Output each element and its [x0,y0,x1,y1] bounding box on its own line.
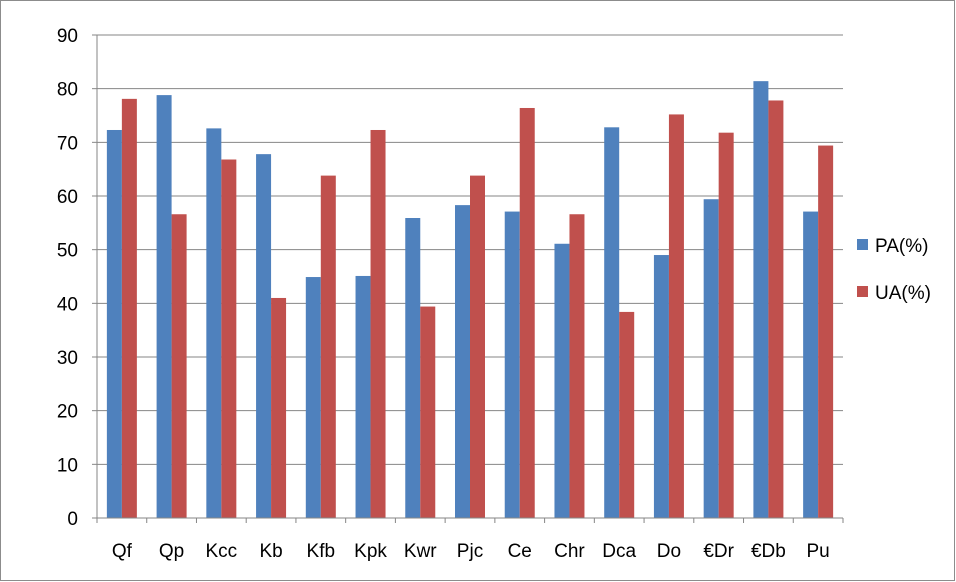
legend-label-ua: UA(%) [875,283,931,304]
bar-ua-4 [320,175,336,518]
y-tick-label: 20 [57,402,78,423]
x-tick-label: Chr [554,541,585,562]
bar-ua-11 [668,114,684,518]
x-tick-label: €Db [751,541,786,562]
x-tick-label: Pjc [457,541,483,562]
y-tick-label: 0 [67,509,78,530]
bar-pa-9 [554,243,570,518]
x-tick-label: €Dr [703,541,734,562]
y-tick-label: 80 [57,80,78,101]
bar-ua-5 [370,129,386,519]
y-tick-labels: 0 10 20 30 40 50 60 70 80 90 [57,26,78,530]
legend-label-pa: PA(%) [875,236,928,257]
bar-pa-4 [305,277,321,518]
bar-pa-3 [256,154,272,518]
bar-ua-12 [718,132,734,518]
y-tick-label: 60 [57,187,78,208]
bar-ua-7 [470,175,485,518]
bar-ua-13 [768,100,784,519]
y-tick-label: 40 [57,294,78,315]
x-tick-label: Kpk [354,541,387,562]
bar-ua-2 [221,159,237,519]
x-tick-label: Kb [259,541,282,562]
y-tick-label: 90 [57,26,78,47]
legend-swatch-pa [857,239,868,250]
legend: PA(%) UA(%) [857,236,931,304]
bar-pa-11 [653,255,669,519]
bars [106,81,834,519]
bar-pa-7 [455,205,470,518]
x-tick-label: Qp [159,541,184,562]
bar-pa-2 [206,128,222,518]
x-tick-label: Qf [112,541,133,562]
bar-pa-14 [803,211,819,518]
y-tick-label: 50 [57,241,78,262]
x-tick-label: Do [657,541,681,562]
axes [92,34,844,523]
bar-pa-1 [156,95,172,519]
bar-ua-6 [420,306,436,518]
bar-pa-12 [703,199,719,518]
x-tick-label: Ce [508,541,532,562]
bar-pa-8 [504,211,520,518]
bar-ua-1 [171,214,187,518]
x-tick-label: Kfb [307,541,336,562]
bar-ua-9 [569,214,585,518]
x-tick-labels: Qf Qp Kcc Kb Kfb Kpk Kwr Pjc Ce Chr Dca Do €Dr €Db Pu [112,541,830,562]
x-tick-label: Kcc [205,541,237,562]
bar-pa-0 [106,129,122,519]
bar-pa-5 [355,275,371,518]
y-tick-label: 30 [57,348,78,369]
bar-ua-0 [121,98,137,518]
bar-ua-10 [619,311,635,518]
y-tick-label: 10 [57,455,78,476]
bar-ua-8 [519,107,535,518]
bar-pa-6 [405,218,421,518]
bar-ua-14 [818,145,834,518]
bar-ua-3 [271,297,287,518]
x-tick-label: Dca [602,541,636,562]
bar-pa-10 [604,127,620,518]
x-tick-label: Kwr [404,541,437,562]
legend-swatch-ua [857,286,868,297]
y-tick-label: 70 [57,133,78,154]
bar-pa-13 [753,81,769,519]
x-tick-label: Pu [807,541,830,562]
